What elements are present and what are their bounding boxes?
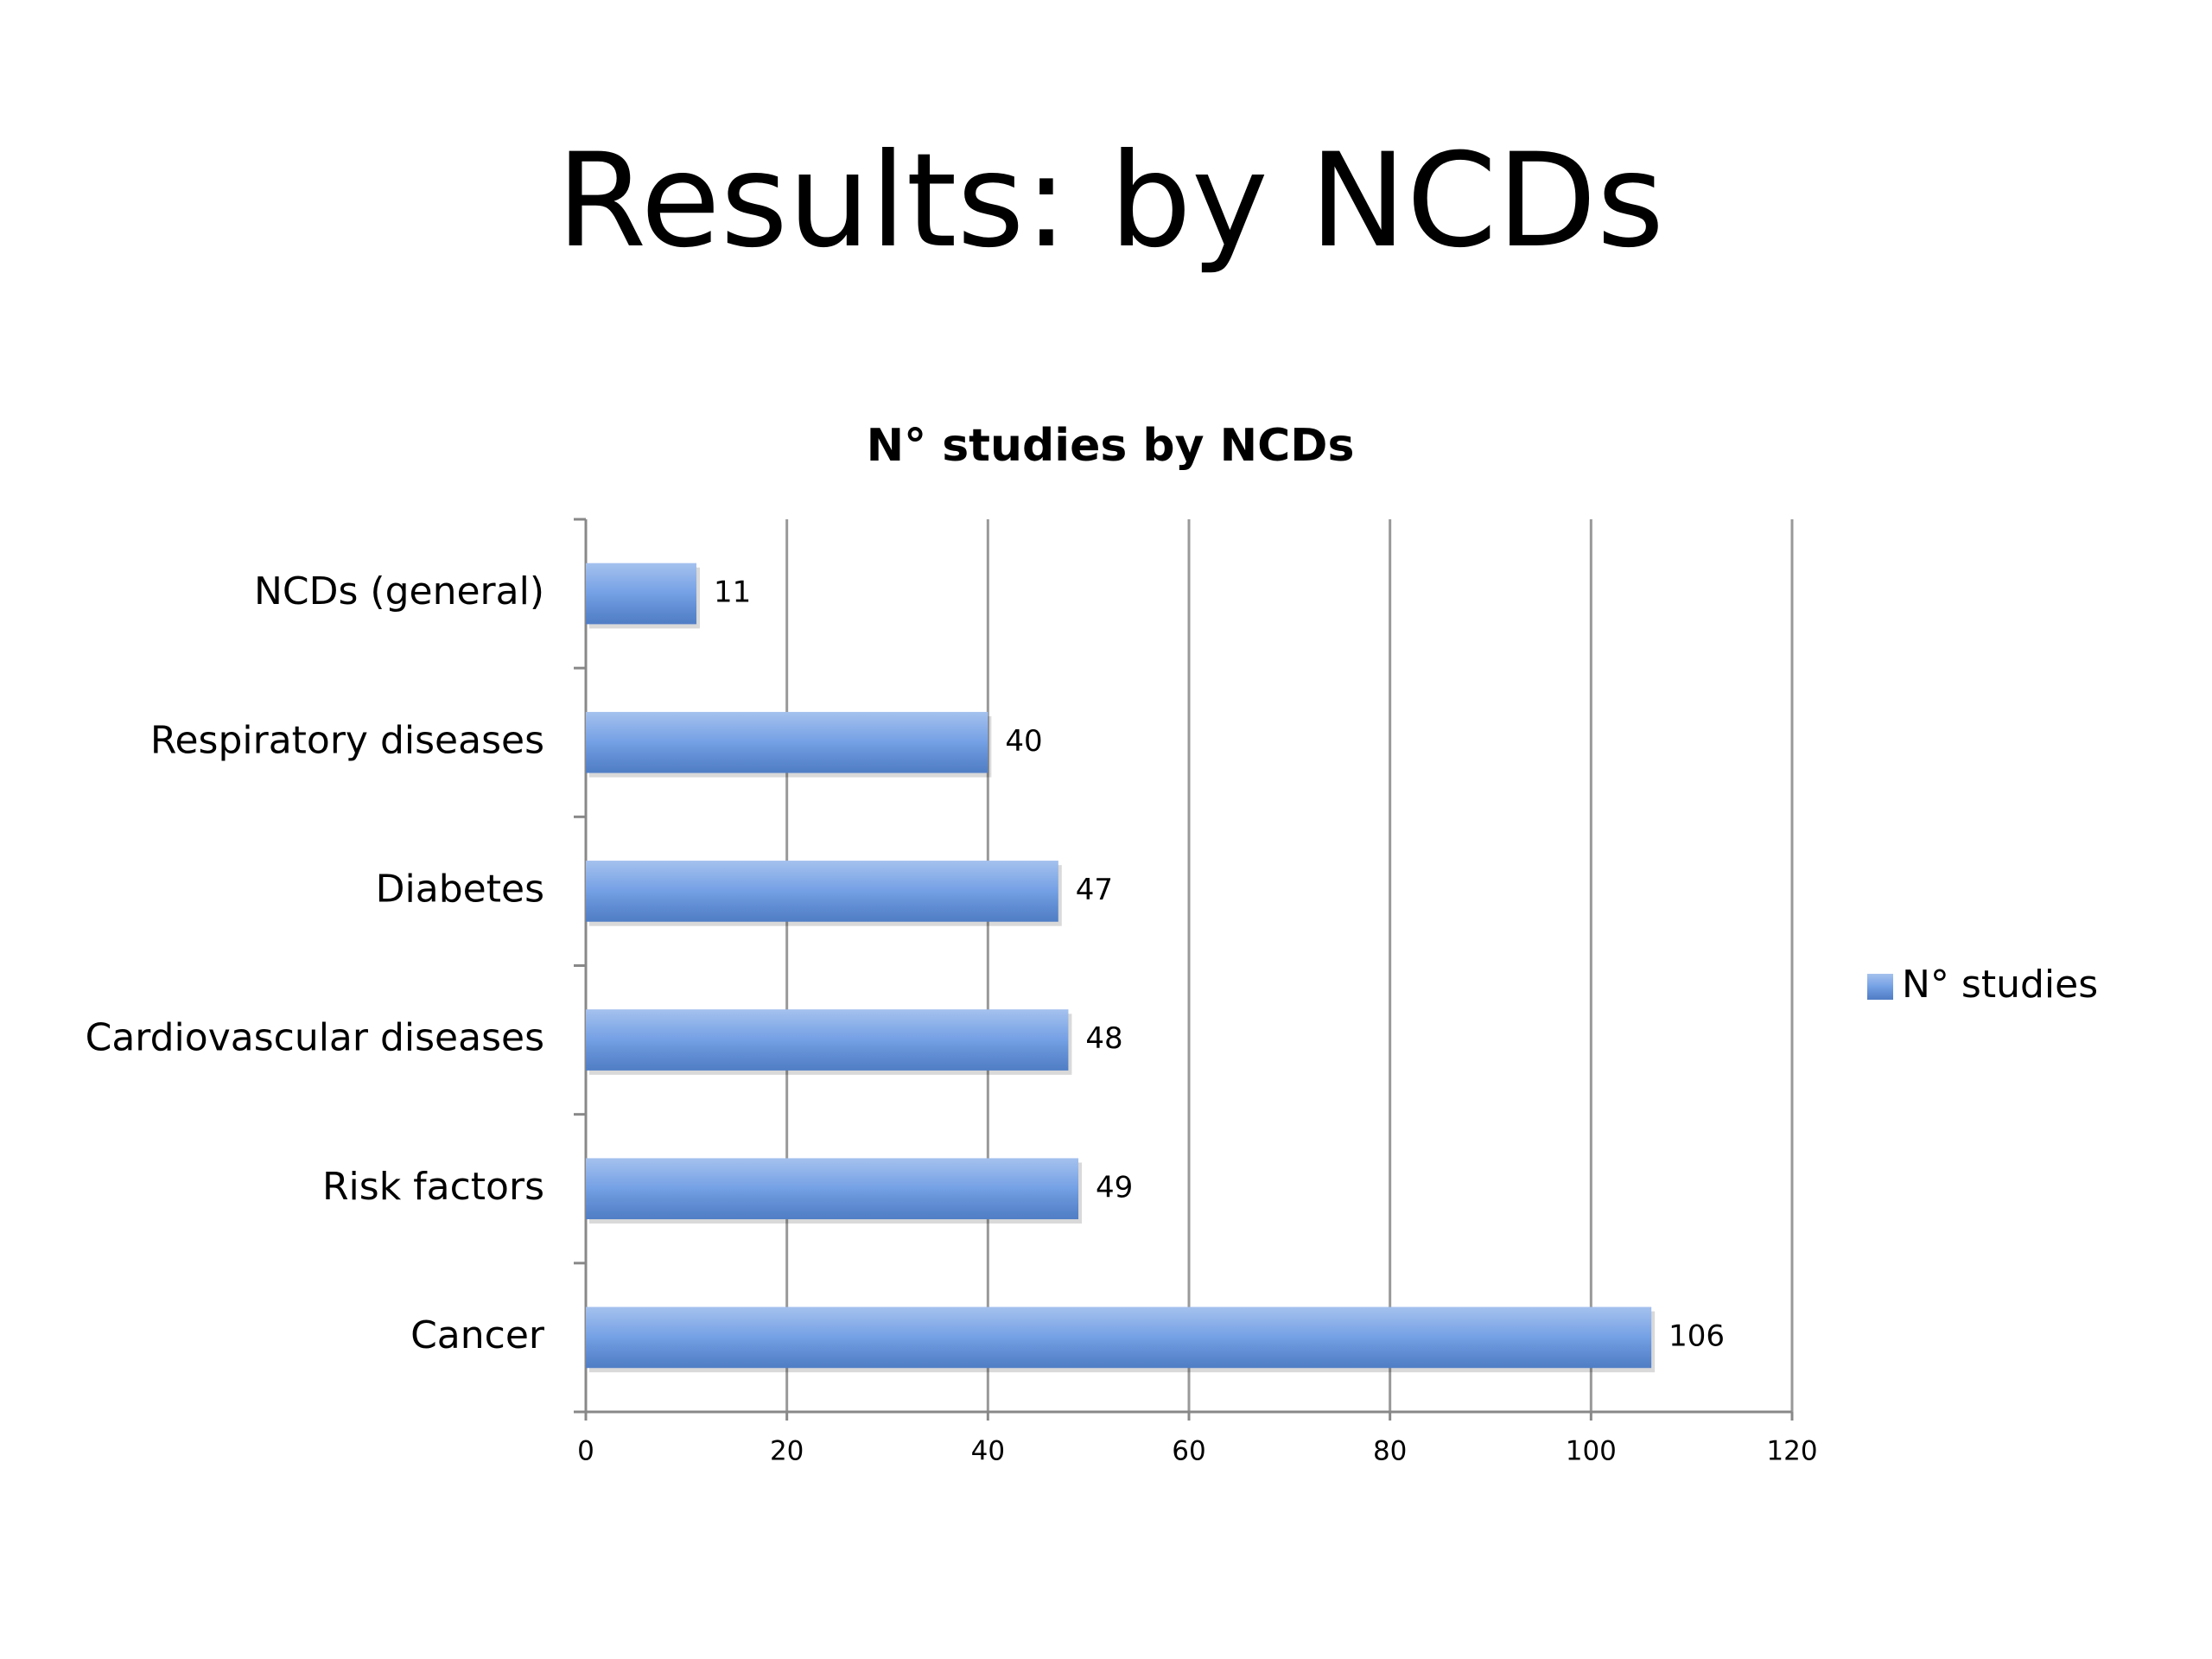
y-tick-label: Respiratory diseases — [150, 718, 544, 762]
slide-title: Results: by NCDs — [556, 126, 1664, 276]
legend-swatch-shine — [1867, 974, 1893, 1000]
legend-label: N° studies — [1902, 963, 2098, 1007]
bar-shine — [586, 861, 1058, 922]
data-label: 47 — [1076, 873, 1113, 907]
x-tick-label: 100 — [1566, 1436, 1617, 1467]
data-label: 11 — [714, 575, 751, 610]
y-tick-label: Cardiovascular diseases — [86, 1016, 544, 1060]
x-tick-label: 20 — [770, 1436, 804, 1467]
bar-shine — [586, 1009, 1069, 1071]
x-tick-label: 80 — [1373, 1436, 1407, 1467]
data-label: 40 — [1005, 724, 1042, 759]
x-tick-label: 60 — [1172, 1436, 1205, 1467]
bar-shine — [586, 711, 988, 773]
data-label: 49 — [1096, 1170, 1133, 1205]
data-label: 48 — [1085, 1021, 1122, 1056]
chart-title: N° studies by NCDs — [867, 420, 1355, 472]
x-tick-label: 120 — [1766, 1436, 1817, 1467]
y-tick-label: Risk factors — [322, 1165, 544, 1209]
y-tick-label: NCDs (general) — [254, 569, 544, 613]
bar-shine — [586, 563, 696, 625]
data-label: 106 — [1669, 1319, 1725, 1353]
x-tick-label: 0 — [577, 1436, 594, 1467]
bar-shine — [586, 1306, 1652, 1369]
y-tick-label: Diabetes — [376, 867, 544, 911]
x-tick-label: 40 — [971, 1436, 1005, 1467]
y-tick-label: Cancer — [410, 1313, 545, 1357]
bar-shine — [586, 1158, 1079, 1220]
